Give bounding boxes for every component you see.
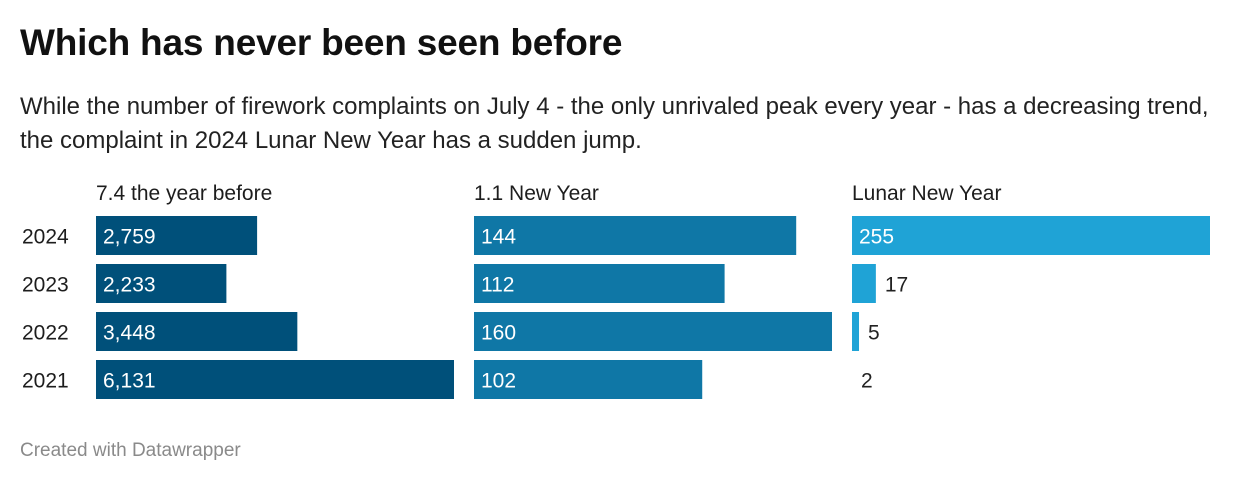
bar-chart: 2024 2023 2022 2021 7.4 the year before 2,759… bbox=[22, 182, 1210, 399]
category-label-2021: 2021 bbox=[22, 370, 69, 393]
value-label-2-2023: 17 bbox=[885, 274, 908, 297]
value-label-0-2021: 6,131 bbox=[103, 370, 156, 393]
chart-subtitle: While the number of firework complaints … bbox=[20, 93, 1209, 154]
bar-2-2022 bbox=[852, 312, 860, 351]
category-label-2023: 2023 bbox=[22, 274, 69, 297]
series-header-0: 7.4 the year before bbox=[96, 182, 272, 205]
bar-0-2021 bbox=[96, 360, 454, 399]
value-label-2-2024: 255 bbox=[859, 226, 894, 249]
bar-1-2022 bbox=[474, 312, 832, 351]
series-header-1: 1.1 New Year bbox=[474, 182, 599, 205]
value-label-1-2023: 112 bbox=[481, 274, 514, 297]
category-label-2024: 2024 bbox=[22, 226, 69, 249]
footer-credit: Created with Datawrapper bbox=[20, 440, 241, 461]
series-header-2: Lunar New Year bbox=[852, 182, 1001, 205]
bar-2-2024 bbox=[852, 216, 1210, 255]
bar-0-2022 bbox=[96, 312, 298, 351]
chart-title: Which has never been seen before bbox=[20, 22, 623, 63]
value-label-0-2024: 2,759 bbox=[103, 226, 156, 249]
value-label-1-2022: 160 bbox=[481, 322, 516, 345]
bar-1-2024 bbox=[474, 216, 797, 255]
value-label-2-2022: 5 bbox=[868, 322, 880, 345]
bar-2-2023 bbox=[852, 264, 876, 303]
bar-1-2023 bbox=[474, 264, 725, 303]
value-label-0-2023: 2,233 bbox=[103, 274, 156, 297]
bar-0-2024 bbox=[96, 216, 258, 255]
value-label-1-2021: 102 bbox=[481, 370, 516, 393]
bar-0-2023 bbox=[96, 264, 227, 303]
bar-1-2021 bbox=[474, 360, 703, 399]
value-label-0-2022: 3,448 bbox=[103, 322, 156, 345]
value-label-1-2024: 144 bbox=[481, 226, 516, 249]
category-label-2022: 2022 bbox=[22, 322, 69, 345]
value-label-2-2021: 2 bbox=[861, 370, 873, 393]
